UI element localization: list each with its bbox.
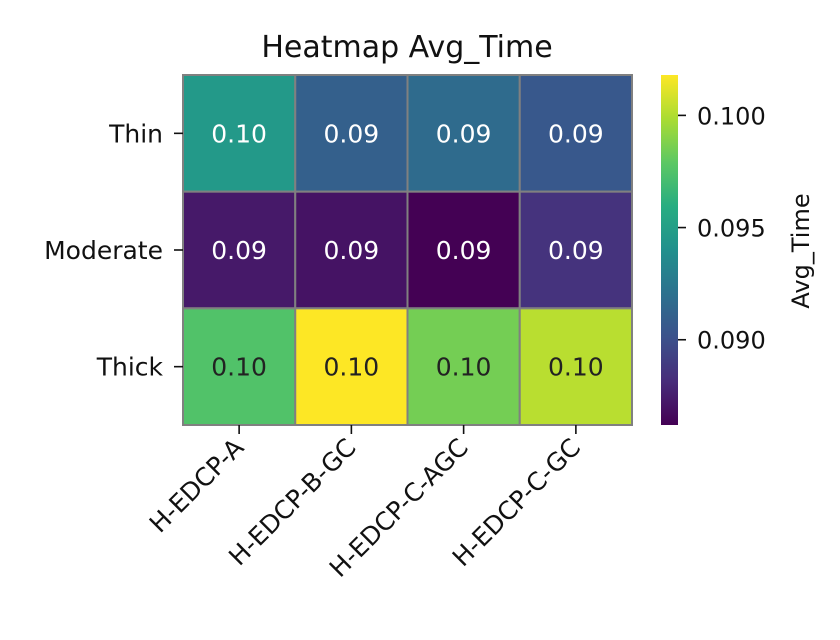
heatmap-cell	[294, 307, 409, 427]
x-tick-label: H-EDCP-A	[144, 433, 250, 539]
cell-value-label: 0.09	[548, 236, 604, 265]
cell-value-label: 0.09	[324, 119, 380, 148]
cell-value-label: 0.10	[548, 353, 604, 382]
cell-value-label: 0.09	[436, 236, 492, 265]
cell-value-label: 0.10	[324, 353, 380, 382]
cell-value-label: 0.09	[211, 236, 267, 265]
colorbar-tick-label: 0.095	[697, 215, 766, 243]
heatmap-cell	[518, 190, 633, 310]
y-tick-label: Thin	[108, 119, 163, 148]
x-axis: H-EDCP-AH-EDCP-B-GCH-EDCP-C-AGCH-EDCP-C-…	[144, 425, 586, 583]
heatmap-cell	[406, 74, 521, 193]
heatmap-cell	[182, 74, 297, 193]
heatmap-cells: 0.10 0.09 0.09 0.09 0.09 0.09 0.09 0.09 0.10 0.10…	[182, 74, 633, 427]
y-tick-label: Thick	[96, 353, 164, 382]
cell-value-label: 0.10	[211, 353, 267, 382]
colorbar-gradient	[661, 75, 678, 425]
cell-value-label: 0.10	[211, 119, 267, 148]
y-axis: Thin Moderate Thick	[44, 119, 183, 382]
colorbar: 0.090 0.095 0.100	[661, 75, 766, 425]
chart-title: Heatmap Avg_Time	[261, 30, 552, 65]
heatmap-cell	[518, 307, 633, 427]
heatmap-cell	[294, 190, 409, 310]
colorbar-tick-label: 0.100	[697, 102, 766, 130]
cell-value-label: 0.09	[324, 236, 380, 265]
cell-value-label: 0.10	[436, 353, 492, 382]
y-tick-label: Moderate	[44, 236, 163, 265]
cell-value-label: 0.09	[548, 119, 604, 148]
colorbar-title: Avg_Time	[787, 193, 815, 308]
heatmap-cell	[294, 74, 409, 193]
cell-value-label: 0.09	[436, 119, 492, 148]
colorbar-tick-label: 0.090	[697, 327, 766, 355]
heatmap-cell	[518, 74, 633, 193]
